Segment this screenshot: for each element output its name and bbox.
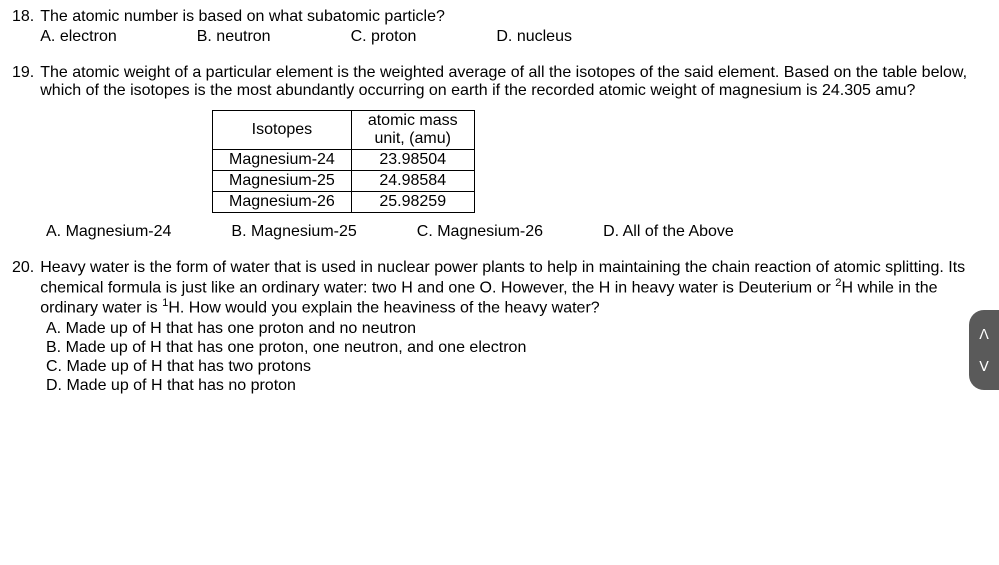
- table-header-amu: atomic massunit, (amu): [351, 111, 474, 150]
- q20-option-c[interactable]: C. Made up of H that has two protons: [46, 358, 987, 376]
- q19-option-c[interactable]: C. Magnesium-26: [417, 223, 543, 241]
- nav-up-icon[interactable]: ᐱ: [979, 327, 989, 341]
- q19-option-b[interactable]: B. Magnesium-25: [231, 223, 356, 241]
- q18-option-c[interactable]: C. proton: [351, 28, 417, 46]
- cell-mg25-mass: 24.98584: [351, 171, 474, 192]
- q18-option-d[interactable]: D. nucleus: [496, 28, 572, 46]
- q20-option-a[interactable]: A. Made up of H that has one proton and …: [46, 320, 987, 338]
- table-row: Magnesium-25 24.98584: [213, 171, 475, 192]
- q20-option-d[interactable]: D. Made up of H that has no proton: [46, 377, 987, 395]
- nav-down-icon[interactable]: ᐯ: [979, 359, 989, 373]
- table-header-isotopes: Isotopes: [213, 111, 352, 150]
- q19-option-d[interactable]: D. All of the Above: [603, 223, 734, 241]
- cell-mg26-name: Magnesium-26: [213, 192, 352, 213]
- q18-option-b[interactable]: B. neutron: [197, 28, 271, 46]
- q18-text: The atomic number is based on what subat…: [40, 8, 987, 26]
- question-19: 19. The atomic weight of a particular el…: [12, 64, 987, 241]
- q20-text: Heavy water is the form of water that is…: [40, 259, 987, 318]
- table-row: Magnesium-26 25.98259: [213, 192, 475, 213]
- cell-mg25-name: Magnesium-25: [213, 171, 352, 192]
- cell-mg24-name: Magnesium-24: [213, 150, 352, 171]
- question-20: 20. Heavy water is the form of water tha…: [12, 259, 987, 395]
- table-row: Magnesium-24 23.98504: [213, 150, 475, 171]
- q19-option-a[interactable]: A. Magnesium-24: [46, 223, 171, 241]
- q20-option-b[interactable]: B. Made up of H that has one proton, one…: [46, 339, 987, 357]
- q20-number: 20.: [12, 259, 34, 277]
- cell-mg24-mass: 23.98504: [351, 150, 474, 171]
- q18-option-a[interactable]: A. electron: [40, 28, 116, 46]
- q19-number: 19.: [12, 64, 34, 82]
- cell-mg26-mass: 25.98259: [351, 192, 474, 213]
- q18-number: 18.: [12, 8, 34, 26]
- isotope-table: Isotopes atomic massunit, (amu) Magnesiu…: [212, 110, 475, 213]
- question-18: 18. The atomic number is based on what s…: [12, 8, 987, 46]
- q19-text: The atomic weight of a particular elemen…: [40, 64, 987, 100]
- nav-pill: ᐱ ᐯ: [969, 310, 999, 390]
